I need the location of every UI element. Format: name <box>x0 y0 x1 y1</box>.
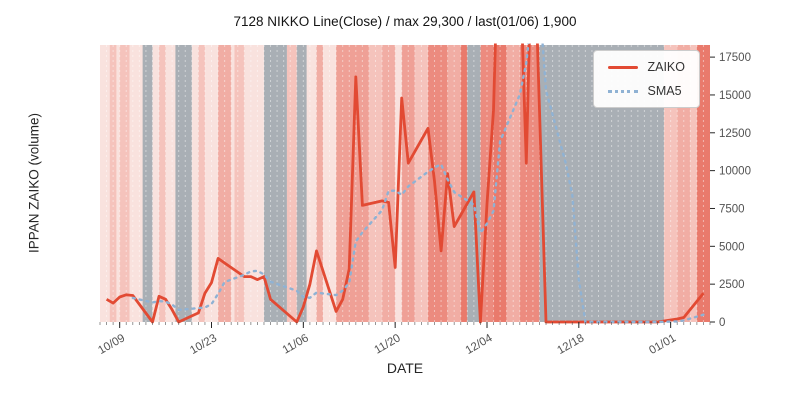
background-band <box>316 45 324 322</box>
y-tick-label: 17500 <box>719 52 751 64</box>
y-axis-label: IPPAN ZAIKO (volume) <box>26 112 42 254</box>
background-band <box>175 45 192 322</box>
sma5-line-sample <box>608 89 639 93</box>
x-axis-label: DATE <box>386 360 424 376</box>
y-tick-label: 0 <box>719 317 725 329</box>
background-band <box>142 45 153 322</box>
x-tick-label: 10/23 <box>188 332 219 357</box>
background-band <box>263 45 287 322</box>
background-band <box>677 45 691 322</box>
background-band <box>286 45 297 322</box>
background-band <box>506 45 520 322</box>
legend-label-sma5: SMA5 <box>647 84 682 98</box>
legend-label-zaiko: ZAIKO <box>647 60 685 74</box>
background-band <box>696 45 710 322</box>
chart-title: 7128 NIKKO Line(Close) / max 29,300 / la… <box>233 14 577 29</box>
background-band <box>218 45 232 322</box>
background-band <box>690 45 697 322</box>
background-band <box>382 45 396 322</box>
background-band <box>159 45 166 322</box>
x-tick-label: 10/09 <box>96 332 127 357</box>
zaiko-line <box>105 43 705 324</box>
y-tick-label: 7500 <box>719 203 745 215</box>
background-band <box>234 45 245 322</box>
x-tick-label: 11/06 <box>281 332 311 356</box>
x-tick-label: 12/18 <box>555 332 586 357</box>
x-tick-label: 11/20 <box>372 332 402 356</box>
background-band <box>401 45 415 322</box>
background-band <box>296 45 307 322</box>
y-tick-label: 5000 <box>719 241 745 253</box>
sma5-line <box>131 43 705 324</box>
background-band <box>447 45 461 322</box>
x-tick-label: 01/01 <box>647 332 678 357</box>
background-band <box>109 45 117 322</box>
background-band <box>664 45 678 322</box>
legend: ZAIKO SMA5 <box>593 50 700 108</box>
background-band <box>427 45 448 322</box>
y-tick-label: 12500 <box>719 128 751 140</box>
zaiko-line-sample <box>608 65 639 69</box>
y-tick-label: 10000 <box>719 166 751 178</box>
y-tick-label: 15000 <box>719 90 751 102</box>
background-band <box>460 45 468 322</box>
background-band <box>414 45 428 322</box>
legend-item-sma5: SMA5 <box>608 84 685 98</box>
background-band <box>368 45 383 322</box>
background-band <box>198 45 205 322</box>
background-band <box>119 45 130 322</box>
background-band <box>493 45 507 322</box>
legend-item-zaiko: ZAIKO <box>608 60 685 74</box>
x-tick-label: 12/04 <box>464 332 495 357</box>
y-tick-label: 2500 <box>719 279 745 291</box>
